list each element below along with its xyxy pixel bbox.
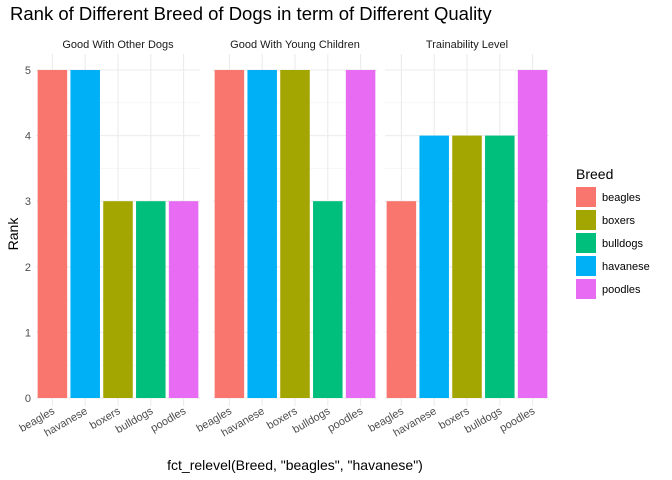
x-tick-label: bulldogs <box>114 405 156 436</box>
legend-key <box>576 233 596 253</box>
y-tick-label: 1 <box>25 327 31 339</box>
facet-panel: Trainability Levelbeagleshavaneseboxersb… <box>367 39 549 439</box>
x-tick-label: poodles <box>326 405 366 435</box>
facet-strip-label: Good With Young Children <box>230 39 360 51</box>
x-tick-label: poodles <box>149 405 189 435</box>
bar <box>485 135 515 398</box>
bar <box>452 135 482 398</box>
y-tick-label: 0 <box>25 393 31 405</box>
x-tick-label: poodles <box>498 405 538 435</box>
bar <box>70 70 100 398</box>
legend-key <box>576 279 596 299</box>
bar <box>345 70 376 398</box>
x-tick-label: bulldogs <box>291 405 333 436</box>
bar <box>280 70 310 398</box>
y-axis-title: Rank <box>5 217 21 251</box>
legend-key <box>576 210 596 230</box>
y-axis-ticks: 0 1 2 3 4 5 <box>25 65 31 405</box>
facet-strip-label: Trainability Level <box>426 39 508 51</box>
legend: Breed beagles boxers bulldogs havanese poodl… <box>576 166 650 299</box>
facet-panel: Good With Young Childrenbeagleshavaneseb… <box>195 39 377 439</box>
legend-label: beagles <box>602 192 641 204</box>
x-tick-label: bulldogs <box>463 405 505 436</box>
legend-label: poodles <box>602 284 641 296</box>
bar <box>103 201 133 398</box>
bar <box>419 135 449 398</box>
legend-label: bulldogs <box>602 238 643 250</box>
legend-title: Breed <box>576 166 613 182</box>
facet-panels: Good With Other Dogsbeagleshavaneseboxer… <box>18 39 549 439</box>
legend-label: boxers <box>602 215 636 227</box>
bar <box>214 70 245 398</box>
y-tick-label: 2 <box>25 262 31 274</box>
bar <box>168 201 199 398</box>
y-tick-label: 4 <box>25 131 31 143</box>
facet-strip-label: Good With Other Dogs <box>62 39 174 51</box>
chart-title: Rank of Different Breed of Dogs in term … <box>10 3 492 24</box>
legend-key <box>576 256 596 276</box>
bar <box>313 201 343 398</box>
y-tick-label: 3 <box>25 196 31 208</box>
legend-label: havanese <box>602 261 650 273</box>
bar <box>517 70 548 398</box>
facet-panel: Good With Other Dogsbeagleshavaneseboxer… <box>18 39 200 439</box>
bar <box>37 70 68 398</box>
bar <box>136 201 166 398</box>
y-tick-label: 5 <box>25 65 31 77</box>
bar <box>247 70 277 398</box>
legend-key <box>576 187 596 207</box>
x-axis-title: fct_relevel(Breed, "beagles", "havanese"… <box>167 457 423 473</box>
bar <box>386 201 417 398</box>
